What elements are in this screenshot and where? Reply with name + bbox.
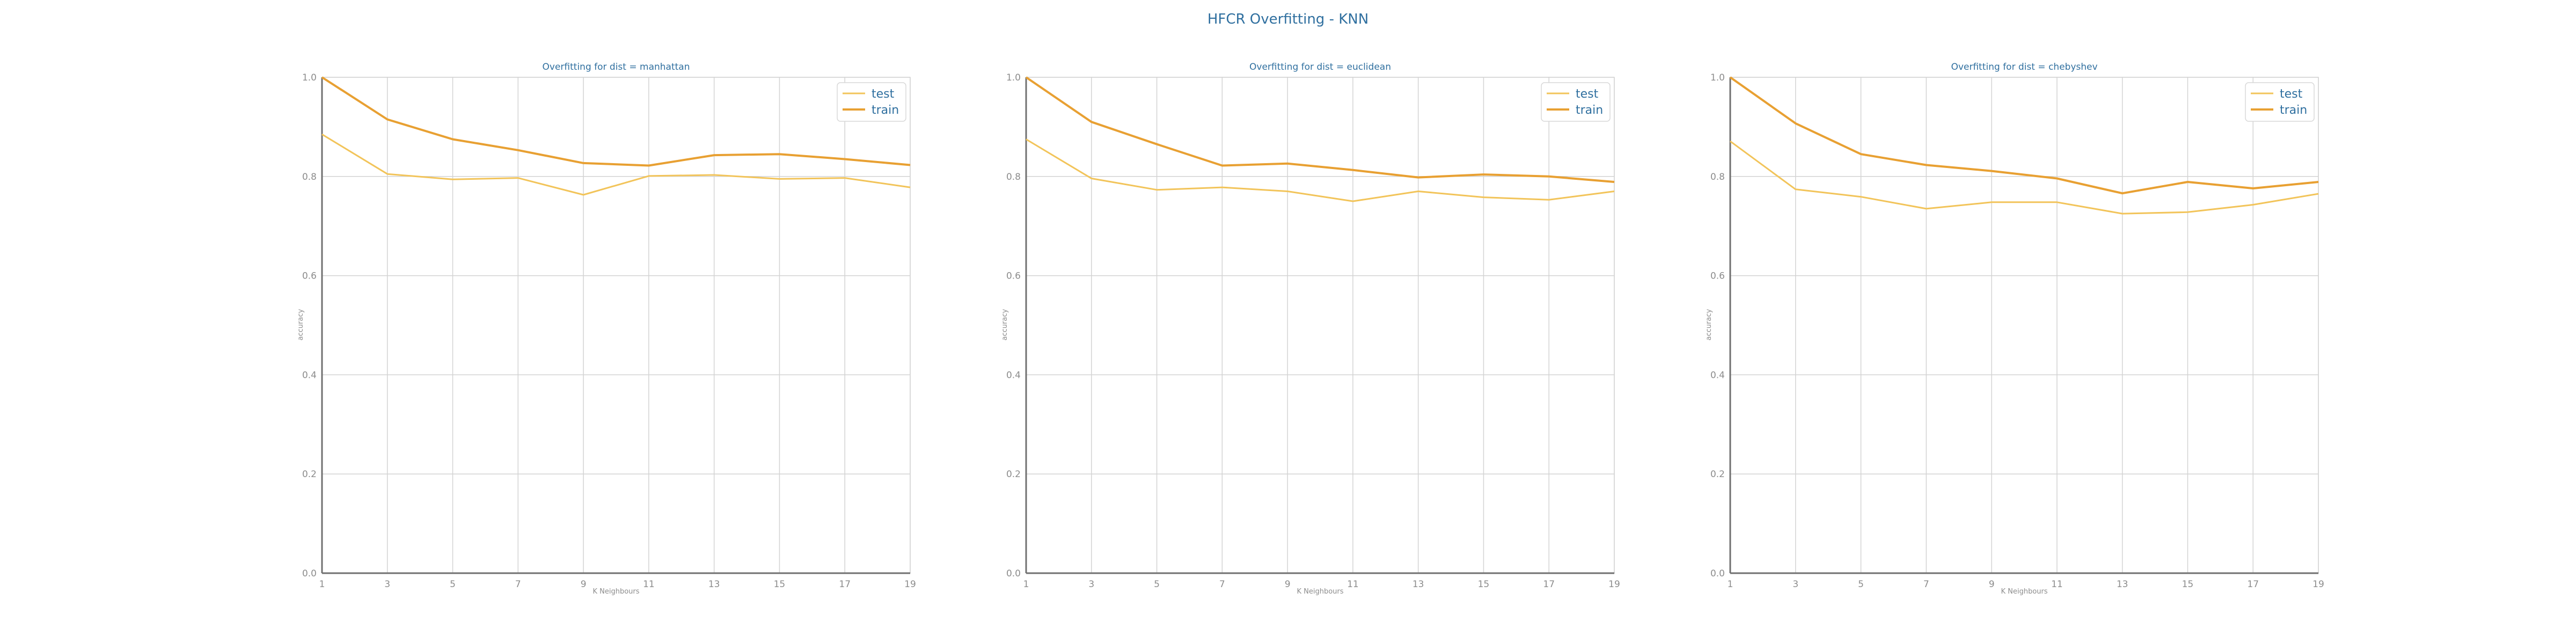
plot-frame [321,77,911,574]
legend-box [837,82,906,122]
legend-box [1541,82,1611,122]
legend: test train [837,82,906,122]
x-tick-label: 3 [1088,579,1094,590]
x-tick-label: 1 [1023,579,1029,590]
legend-box [2245,82,2315,122]
legend-label-train: train [872,104,899,117]
y-tick-label: 0.4 [302,370,317,380]
y-tick-label: 0.6 [302,271,317,282]
y-tick-label: 0.2 [302,469,317,480]
x-tick-label: 5 [1154,579,1160,590]
x-tick-label: 17 [839,579,851,590]
series-line-test [321,134,911,196]
x-tick-label: 7 [1923,579,1929,590]
x-tick-label: 1 [319,579,325,590]
chart-title: Overfitting for dist = manhattan [543,62,690,72]
x-tick-label: 19 [1608,579,1620,590]
y-tick-label: 0.0 [1006,568,1021,579]
series-line-train [1025,76,1615,183]
x-tick-label: 9 [1285,579,1291,590]
x-axis-label: K Neighbours [1297,588,1343,596]
x-tick-label: 5 [1858,579,1864,590]
y-tick-label: 0.0 [1710,568,1725,579]
legend: test train [1541,82,1611,122]
y-tick-label: 0.8 [302,172,317,182]
chart-panel-manhattan: Overfitting for dist = manhattan K Neigh… [297,62,916,596]
x-tick-label: 19 [2312,579,2324,590]
legend: test train [2245,82,2315,122]
series-line-test [1730,140,2319,215]
chart-title: Overfitting for dist = chebyshev [1951,62,2097,72]
x-tick-label: 17 [1543,579,1555,590]
x-axis-label: K Neighbours [592,588,639,596]
figure-title: HFCR Overfitting - KNN [1208,11,1368,27]
chart-panel-chebyshev: Overfitting for dist = chebyshev K Neigh… [1705,62,2324,596]
x-tick-label: 7 [515,579,521,590]
y-tick-label: 1.0 [302,72,317,83]
x-tick-label: 11 [1347,579,1359,590]
y-axis-label: accuracy [1705,309,1713,340]
y-axis-label: accuracy [297,309,305,340]
legend-label-train: train [2280,104,2307,117]
x-tick-label: 3 [1792,579,1798,590]
x-tick-label: 9 [581,579,587,590]
y-tick-label: 0.8 [1006,172,1021,182]
y-tick-label: 0.2 [1710,469,1725,480]
series-line-train [1729,76,2319,195]
y-axis-label: accuracy [1001,309,1009,340]
x-tick-label: 13 [2117,579,2128,590]
y-tick-label: 1.0 [1006,72,1021,83]
x-tick-label: 11 [2051,579,2063,590]
x-tick-label: 11 [643,579,655,590]
y-tick-label: 0.8 [1710,172,1725,182]
y-tick-label: 0.0 [302,568,317,579]
chart-panel-euclidean: Overfitting for dist = euclidean K Neigh… [1001,62,1620,596]
y-tick-label: 0.4 [1006,370,1021,380]
x-tick-label: 1 [1728,579,1733,590]
x-tick-label: 17 [2247,579,2259,590]
x-axis-label: K Neighbours [2001,588,2047,596]
y-tick-label: 0.6 [1710,271,1725,282]
x-tick-label: 13 [708,579,720,590]
chart-title: Overfitting for dist = euclidean [1249,62,1391,72]
x-tick-label: 7 [1219,579,1225,590]
x-tick-label: 15 [1478,579,1490,590]
x-tick-label: 9 [1989,579,1995,590]
legend-label-test: test [872,87,895,101]
x-tick-label: 15 [774,579,786,590]
x-tick-label: 19 [904,579,916,590]
x-tick-label: 13 [1413,579,1424,590]
y-tick-label: 0.6 [1006,271,1021,282]
plot-frame [1730,77,2319,574]
x-tick-label: 5 [450,579,456,590]
x-tick-label: 15 [2182,579,2194,590]
plot-frame [1026,77,1615,574]
legend-label-train: train [1576,104,1603,117]
series-line-test [1026,138,1615,202]
y-tick-label: 1.0 [1710,72,1725,83]
x-tick-label: 3 [384,579,390,590]
y-tick-label: 0.2 [1006,469,1021,480]
y-tick-label: 0.4 [1710,370,1725,380]
series-line-train [321,76,911,167]
legend-label-test: test [2280,87,2303,101]
legend-label-test: test [1576,87,1599,101]
